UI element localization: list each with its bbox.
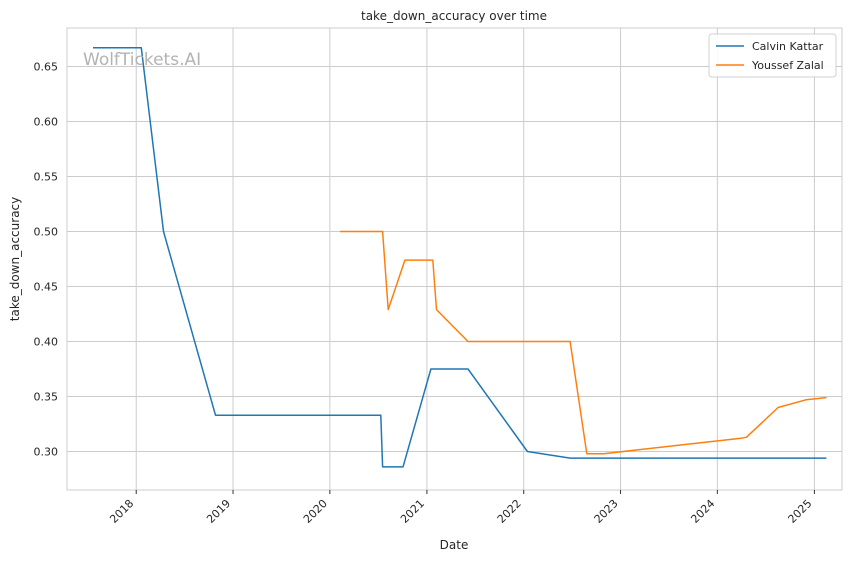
- y-tick-label: 0.30: [34, 446, 59, 459]
- plot-area: [66, 27, 843, 491]
- x-tick-label: 2022: [495, 497, 524, 526]
- legend-box: [708, 33, 837, 78]
- y-axis-label: take_down_accuracy: [8, 197, 22, 321]
- y-tick-label: 0.40: [34, 336, 59, 349]
- series-line-calvin-kattar: [93, 47, 827, 468]
- y-tick-label: 0.50: [34, 226, 59, 239]
- x-tick-label: 2024: [688, 497, 717, 526]
- x-tick-label: 2021: [398, 497, 427, 526]
- legend-label-youssef-zalal: Youssef Zalal: [751, 59, 824, 72]
- y-tick-label: 0.45: [34, 281, 59, 294]
- x-tick-label: 2018: [107, 497, 136, 526]
- x-tick-label: 2020: [301, 497, 330, 526]
- y-tick-label: 0.35: [34, 391, 59, 404]
- y-tick-label: 0.65: [34, 61, 59, 74]
- grid-lines: [67, 28, 842, 490]
- x-axis-ticks: 2018 2019 2020 2021 2022 2023 2024 2025: [107, 490, 815, 526]
- x-tick-label: 2025: [786, 497, 815, 526]
- chart-title: take_down_accuracy over time: [361, 9, 547, 23]
- series-layer: [93, 47, 827, 468]
- x-tick-label: 2023: [592, 497, 621, 526]
- y-axis-ticks: 0.30 0.35 0.40 0.45 0.50 0.55 0.60 0.65: [34, 61, 59, 459]
- legend: Calvin Kattar Youssef Zalal: [708, 33, 837, 78]
- x-tick-label: 2019: [204, 497, 233, 526]
- y-tick-label: 0.60: [34, 116, 59, 129]
- legend-label-calvin-kattar: Calvin Kattar: [752, 40, 824, 53]
- y-tick-label: 0.55: [34, 171, 59, 184]
- series-line-youssef-zalal: [339, 230, 827, 455]
- watermark: WolfTickets.AI: [83, 50, 201, 70]
- x-axis-label: Date: [440, 538, 469, 552]
